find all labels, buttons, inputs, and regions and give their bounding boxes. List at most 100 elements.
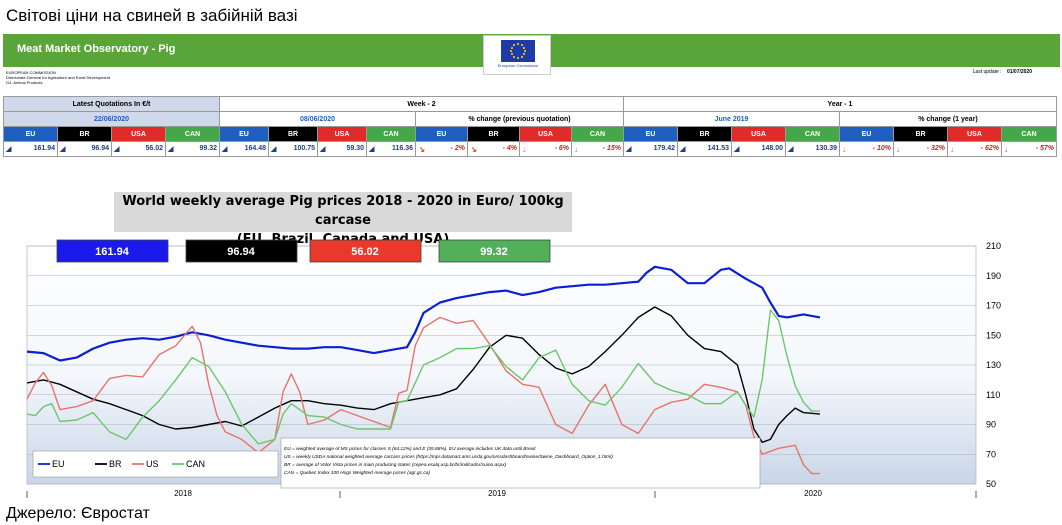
bar-chart-icon: ◢ [626,146,632,153]
notes-box [280,437,761,489]
quotations-table: Latest Quotations In €/t Week - 2 Year -… [3,96,1057,157]
week-value: 100.75 [293,145,315,152]
price-chart: 50 70 90 110 130 150 170 190 210 2018 2019 2020 161.… [26,239,1001,498]
last-update: Last update : 01/07/2020 [973,69,1032,75]
country-header: EU [839,126,894,142]
x-tick-label: 2018 [174,489,192,498]
source-note: Джерело: Євростат [6,505,150,522]
bar-chart-icon: ◢ [788,146,794,153]
week-label: Week - 2 [219,96,624,112]
bar-chart-icon: ◢ [271,146,277,153]
down-arrow-icon: ↓ [574,144,578,154]
series-line-can [26,309,820,445]
change-year: - 57% [1035,144,1054,152]
value-box-label: 96.94 [227,246,255,258]
bar-chart-icon: ◢ [114,146,120,153]
bar-chart-icon: ◢ [369,146,375,153]
down-arrow-icon: ↓ [1004,144,1008,154]
country-header: CAN [165,126,220,142]
value-box-eu [56,239,169,263]
week-value: 59.30 [346,145,364,152]
week-value: 116.36 [391,145,413,152]
series-line-br [26,306,821,443]
value-box-can [438,239,551,263]
legend-label: BR [109,459,122,469]
year-value: 141.53 [707,145,729,152]
observatory-banner: Meat Market Observatory - Pig European C… [3,34,1060,75]
country-header: USA [731,126,786,142]
country-header: BR [677,126,732,142]
y-tick-label: 90 [986,420,996,430]
change-year: - 62% [980,144,999,152]
org-block: EUROPEAN COMMISSION Directorate-General … [6,70,110,85]
y-tick-label: 110 [986,390,1000,400]
bar-chart-icon: ◢ [60,146,66,153]
note-line: US = weekly USDA national weighted avera… [284,454,613,460]
last-update-label: Last update : [972,69,1002,75]
chart-title-line1: World weekly average Pig prices 2018 - 2… [122,194,564,228]
note-line: EU = weighted average of MS prices for c… [284,446,536,452]
logo-caption: European Commission [497,63,539,68]
note-line: BR = average of Valor Vista prices in ma… [284,462,507,468]
value-box-label: 99.32 [480,246,508,258]
latest-value: 99.32 [199,145,217,152]
y-tick-label: 210 [986,241,1001,251]
year-value: 130.39 [815,145,837,152]
legend-box [32,450,279,478]
country-header: BR [893,126,948,142]
series-line-eu [26,265,821,362]
change-year: - 10% [872,144,891,152]
y-tick-label: 50 [986,479,996,489]
change-year: - 32% [926,144,945,152]
country-header: BR [57,126,112,142]
year-date: June 2019 [623,111,840,127]
x-tick-label: 2020 [804,489,822,498]
y-tick-label: 150 [986,330,1001,340]
down-right-arrow-icon: ↘ [418,144,425,154]
down-arrow-icon: ↓ [950,144,954,154]
org-line: EUROPEAN COMMISSION [6,70,56,75]
country-header: BR [268,126,318,142]
week-date: 08/06/2020 [219,111,416,127]
latest-value: 96.94 [91,145,109,152]
bar-chart-icon: ◢ [168,146,174,153]
country-header: EU [3,126,58,142]
change-prev-label: % change (previous quotation) [415,111,624,127]
latest-date: 22/06/2020 [3,111,220,127]
country-header: EU [623,126,678,142]
bar-chart-icon: ◢ [222,146,228,153]
x-tick-label: 2019 [488,489,506,498]
country-header: USA [947,126,1002,142]
country-header: CAN [366,126,416,142]
down-arrow-icon: ↓ [896,144,900,154]
down-arrow-icon: ↓ [522,144,526,154]
year-value: 148.00 [761,145,783,152]
y-tick-label: 190 [986,271,1001,281]
eu-logo: European Commission [483,35,551,75]
series-line-us [26,316,820,475]
latest-value: 56.02 [145,145,163,152]
page-title: Світові ціни на свиней в забійній вазі [6,6,298,25]
value-box-us [309,239,422,263]
eu-flag-icon [501,40,535,62]
value-box-label: 56.02 [351,246,379,258]
country-header: CAN [1001,126,1057,142]
legend-label: US [146,459,159,469]
latest-label: Latest Quotations In €/t [3,96,220,112]
country-header: USA [317,126,367,142]
year-value: 179.42 [653,145,675,152]
country-header: EU [219,126,269,142]
country-header: BR [467,126,520,142]
change-week: - 2% [450,144,465,152]
y-tick-label: 130 [986,360,1001,370]
country-header: CAN [785,126,840,142]
change-week: - 6% [554,144,569,152]
down-arrow-icon: ↓ [842,144,846,154]
change-week: - 15% [602,144,621,152]
change-year-label: % change (1 year) [839,111,1057,127]
value-box-br [185,239,298,263]
year-label: Year - 1 [623,96,1057,112]
bar-chart-icon: ◢ [680,146,686,153]
bar-chart-icon: ◢ [734,146,740,153]
country-header: USA [111,126,166,142]
